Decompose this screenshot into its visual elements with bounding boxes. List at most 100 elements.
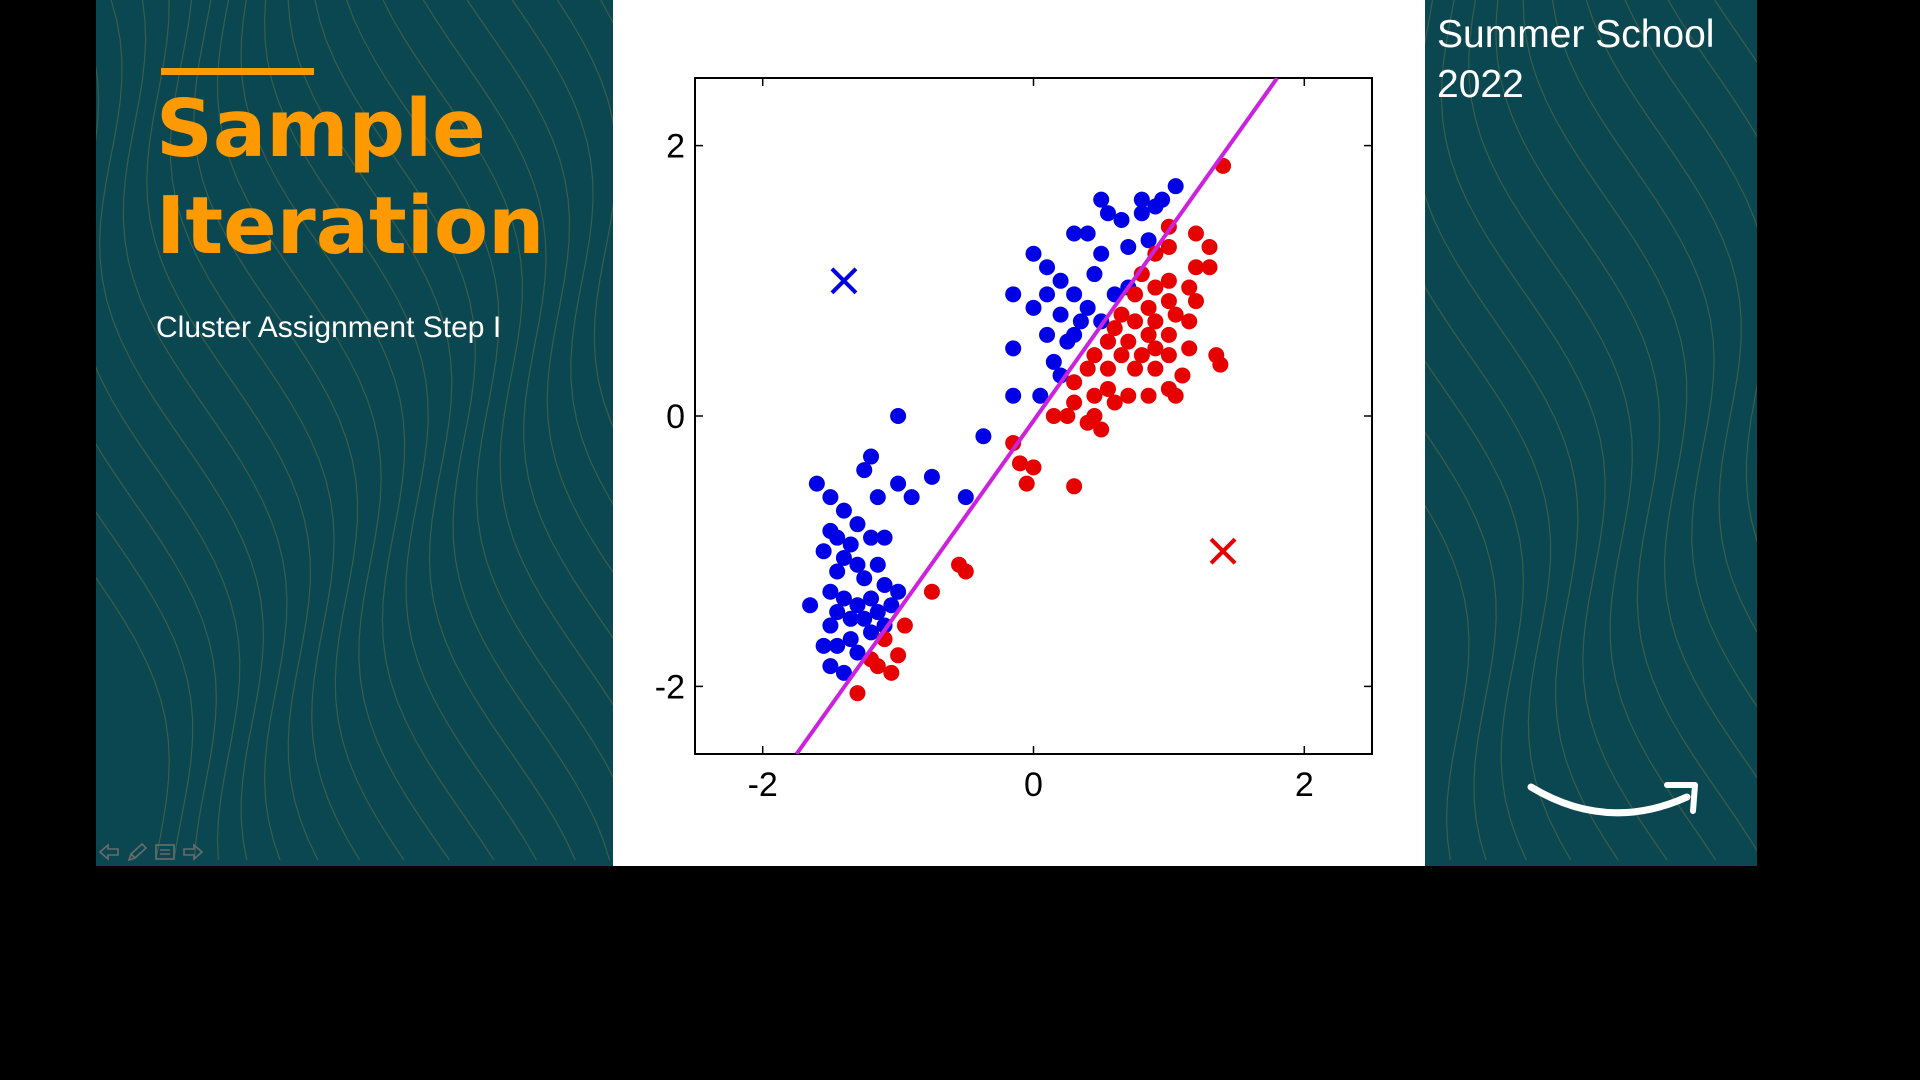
cluster-1-point xyxy=(835,664,852,681)
cluster-1-point xyxy=(849,556,866,573)
previous-slide-icon xyxy=(98,843,119,861)
cluster-1-point xyxy=(1039,326,1056,343)
cluster-2-point xyxy=(1147,360,1164,377)
cluster-1-point xyxy=(1039,259,1056,276)
cluster-1-point xyxy=(815,543,832,560)
cluster-1-point xyxy=(975,428,992,445)
cluster-1-point xyxy=(856,610,873,627)
cluster-1-point xyxy=(842,631,859,648)
cluster-2-point xyxy=(1066,394,1083,411)
cluster-2-point xyxy=(1127,286,1144,303)
cluster-2-point xyxy=(1093,421,1110,438)
cluster-1-point xyxy=(1045,353,1062,370)
cluster-2-point xyxy=(1059,408,1076,424)
wave-pattern-decoration xyxy=(96,0,613,861)
cluster-2-point xyxy=(1181,279,1198,296)
pen-tool-button[interactable] xyxy=(124,840,150,864)
cluster-1-point xyxy=(1133,191,1150,208)
cluster-2-point xyxy=(896,617,913,634)
scatter-chart-svg: -2 0 2 -2 0 2 xyxy=(655,77,1373,804)
cluster-2-point xyxy=(1018,475,1035,492)
cluster-1-point xyxy=(856,570,873,587)
cluster-2-point xyxy=(1079,360,1096,377)
cluster-1-point xyxy=(903,489,920,506)
cluster-1-point xyxy=(869,489,886,506)
cluster-1-point xyxy=(883,597,900,614)
cluster-1-point xyxy=(890,408,907,424)
cluster-2-point xyxy=(883,664,900,681)
cluster-1-point xyxy=(1079,225,1096,242)
cluster-1-point xyxy=(835,590,852,607)
y-tick-label: 2 xyxy=(666,128,685,166)
cluster-1-point xyxy=(822,617,839,634)
cluster-2-point xyxy=(1099,333,1116,350)
cluster-2-point xyxy=(1127,360,1144,377)
scatter-chart: -2 0 2 -2 0 2 xyxy=(613,0,1425,866)
cluster-1-point xyxy=(835,549,852,566)
title-panel xyxy=(96,0,613,866)
cluster-2-point xyxy=(1147,340,1164,357)
cluster-2-point xyxy=(1127,313,1144,330)
cluster-1-point xyxy=(1005,387,1022,404)
cluster-1-point xyxy=(822,489,839,506)
cluster-1-point xyxy=(1072,313,1089,330)
slide-menu-button[interactable] xyxy=(152,840,178,864)
previous-slide-button[interactable] xyxy=(96,840,122,864)
cluster-1-point xyxy=(1066,286,1083,303)
event-panel xyxy=(1425,0,1757,866)
cluster-1-point xyxy=(1005,340,1022,357)
cluster-2-point xyxy=(1187,293,1204,310)
cluster-2-point xyxy=(957,563,974,580)
cluster-1-point xyxy=(890,475,907,492)
cluster-2-point xyxy=(1011,455,1028,472)
cluster-1-point xyxy=(876,577,893,593)
cluster-2-point xyxy=(1160,326,1177,343)
x-tick-label: -2 xyxy=(748,766,778,804)
cluster-2-point xyxy=(849,685,866,702)
cluster-2-point xyxy=(1133,347,1150,364)
cluster-2-point xyxy=(1201,239,1218,255)
cluster-1-point xyxy=(829,529,846,546)
cluster-2-point xyxy=(1201,259,1218,276)
cluster-2-point xyxy=(1025,459,1042,476)
cluster-2-point xyxy=(1160,272,1177,289)
next-slide-button[interactable] xyxy=(180,840,206,864)
cluster-1-point xyxy=(1079,299,1096,316)
cluster-1-point xyxy=(1032,387,1049,404)
cluster-2-point xyxy=(923,583,940,600)
cluster-2-point xyxy=(1113,306,1130,323)
cluster-2-point xyxy=(1140,387,1157,404)
cluster-2-point xyxy=(890,647,907,664)
cluster-2-point xyxy=(1086,387,1103,404)
slideshow-controls xyxy=(96,840,206,864)
slide-subtitle: Cluster Assignment Step I xyxy=(156,311,502,344)
cluster-2-point xyxy=(1147,279,1164,296)
cluster-1-point xyxy=(1099,205,1116,222)
cluster-2-point xyxy=(1181,340,1198,357)
x-tick-label: 2 xyxy=(1295,766,1314,804)
cluster-2-point xyxy=(1066,374,1083,391)
cluster-1-point xyxy=(1133,205,1150,222)
cluster-2-point xyxy=(1160,293,1177,310)
cluster-1-point xyxy=(863,529,880,546)
y-tick-label: -2 xyxy=(655,668,685,706)
cluster-2-point xyxy=(1181,313,1198,330)
menu-icon xyxy=(155,844,175,860)
next-slide-icon xyxy=(183,843,204,861)
cluster-1-point xyxy=(876,529,893,546)
event-name-line2: 2022 xyxy=(1437,63,1524,106)
cluster-2-point xyxy=(1174,367,1191,384)
centroid-2-marker xyxy=(1209,537,1237,565)
cluster-1-point xyxy=(1154,191,1171,208)
cluster-2-point xyxy=(1187,225,1204,242)
cluster-1-point xyxy=(1093,245,1110,262)
cluster-1-point xyxy=(1066,225,1083,242)
cluster-1-point xyxy=(863,590,880,607)
y-tick-label: 0 xyxy=(666,398,685,436)
cluster-1-point xyxy=(890,583,907,600)
title-accent-bar xyxy=(161,68,314,75)
cluster-1-point xyxy=(1066,326,1083,343)
cluster-1-point xyxy=(863,448,880,465)
cluster-1-point xyxy=(1086,266,1103,283)
cluster-1-point xyxy=(822,658,839,675)
